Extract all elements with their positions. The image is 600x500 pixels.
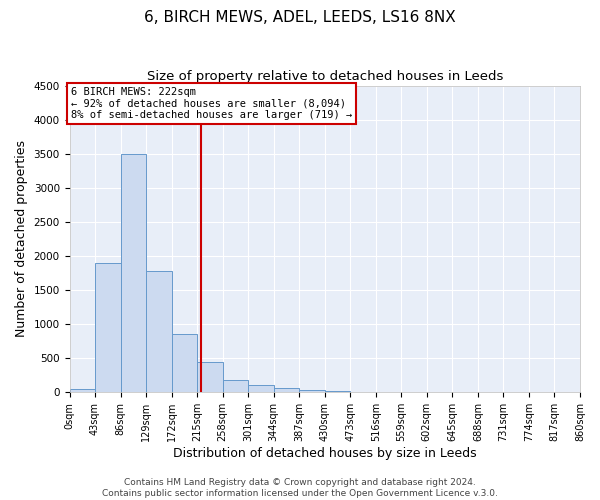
Bar [172, 334, 197, 392]
Bar [197, 362, 223, 392]
Text: Contains HM Land Registry data © Crown copyright and database right 2024.
Contai: Contains HM Land Registry data © Crown c… [102, 478, 498, 498]
Bar [95, 263, 121, 392]
Bar [248, 384, 274, 392]
Text: 6, BIRCH MEWS, ADEL, LEEDS, LS16 8NX: 6, BIRCH MEWS, ADEL, LEEDS, LS16 8NX [144, 10, 456, 25]
Bar [146, 272, 172, 392]
Bar [121, 154, 146, 392]
Bar [274, 388, 299, 392]
Bar [299, 390, 325, 392]
Title: Size of property relative to detached houses in Leeds: Size of property relative to detached ho… [146, 70, 503, 83]
X-axis label: Distribution of detached houses by size in Leeds: Distribution of detached houses by size … [173, 447, 476, 460]
Text: 6 BIRCH MEWS: 222sqm
← 92% of detached houses are smaller (8,094)
8% of semi-det: 6 BIRCH MEWS: 222sqm ← 92% of detached h… [71, 87, 352, 120]
Bar [70, 389, 95, 392]
Bar [223, 380, 248, 392]
Y-axis label: Number of detached properties: Number of detached properties [15, 140, 28, 338]
